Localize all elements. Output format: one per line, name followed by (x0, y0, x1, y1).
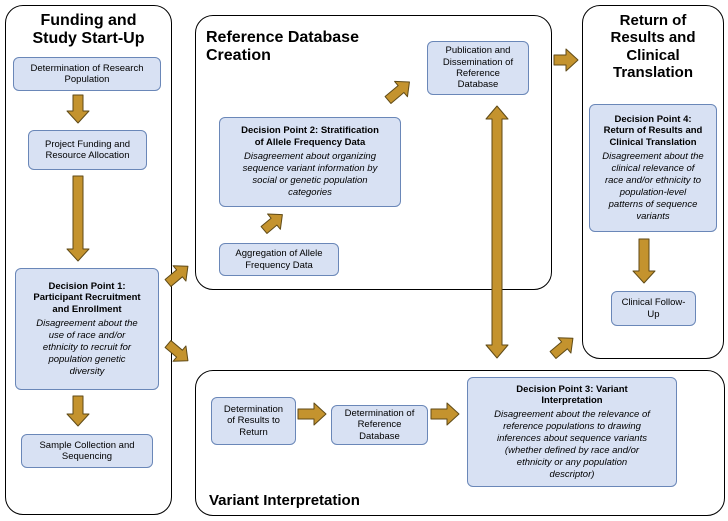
dp3-title: Decision Point 3: VariantInterpretation (516, 384, 627, 408)
dp2-title: Decision Point 2: Stratificationof Allel… (241, 125, 379, 149)
dp1-body: Disagreement about theuse of race and/or… (36, 318, 137, 377)
box-decision-point-2: Decision Point 2: Stratificationof Allel… (219, 117, 401, 207)
box-publication: Publication andDissemination ofReference… (427, 41, 529, 95)
box-aggregation: Aggregation of AlleleFrequency Data (219, 243, 339, 276)
dp1-title: Decision Point 1:Participant Recruitment… (33, 281, 140, 317)
panel-title-variant: Variant Interpretation (209, 492, 360, 509)
panel-title-funding: Funding andStudy Start-Up (6, 12, 171, 49)
panel-title-return: Return ofResults andClinicalTranslation (583, 12, 723, 81)
box-decision-point-4: Decision Point 4:Return of Results andCl… (589, 104, 717, 232)
box-decision-point-3: Decision Point 3: VariantInterpretation … (467, 377, 677, 487)
box-clinical-followup: Clinical Follow-Up (611, 291, 696, 326)
box-research-population: Determination of ResearchPopulation (13, 57, 161, 91)
dp2-body: Disagreement about organizingsequence va… (243, 151, 378, 199)
box-decision-point-1: Decision Point 1:Participant Recruitment… (15, 268, 159, 390)
box-sample-collection: Sample Collection andSequencing (21, 434, 153, 468)
dp4-title: Decision Point 4:Return of Results andCl… (604, 114, 703, 150)
box-reference-database: Determination ofReferenceDatabase (331, 405, 428, 445)
panel-title-reference: Reference DatabaseCreation (206, 29, 426, 66)
dp4-body: Disagreement about theclinical relevance… (602, 151, 703, 222)
box-results-return: Determinationof Results toReturn (211, 397, 296, 445)
dp3-body: Disagreement about the relevance ofrefer… (494, 409, 650, 480)
box-project-funding: Project Funding andResource Allocation (28, 130, 147, 170)
